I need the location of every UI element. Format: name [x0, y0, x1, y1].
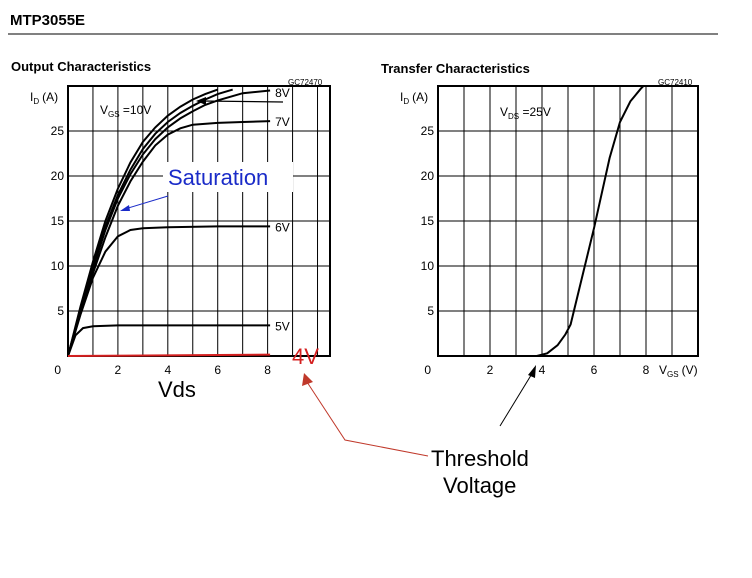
chart1-ylabel-unit: (A)	[42, 90, 58, 104]
chart2-xlabel-main: V	[659, 363, 667, 377]
chart2-vds-sub: DS	[508, 112, 519, 121]
y-tick-label: 10	[421, 259, 435, 273]
x-tick-label: 8	[264, 363, 271, 377]
chart1-vgs-rest: =10V	[120, 103, 152, 117]
chart1-vgs-main: V	[100, 103, 108, 117]
chart2-series	[536, 85, 645, 357]
chart1-series	[67, 88, 271, 357]
series-label-8v: 8V	[275, 86, 290, 100]
chart1-8v-arrow	[201, 100, 284, 103]
chart1-ylabel-main: I	[30, 90, 33, 104]
chart1-ylabel: ID (A)	[30, 90, 58, 106]
y-tick-label: 15	[421, 214, 435, 228]
chart2-ylabel-unit: (A)	[412, 90, 428, 104]
x-tick-label: 2	[115, 363, 122, 377]
part-number: MTP3055E	[10, 12, 85, 29]
x-tick-label: 6	[214, 363, 221, 377]
chart2-x-ticks: 0 2 4 6 8	[424, 363, 649, 377]
chart2-ylabel-main: I	[400, 90, 403, 104]
transfer-characteristics-chart: Transfer Characteristics GC72410 ID (A) 5…	[381, 61, 699, 379]
chart2-title: Transfer Characteristics	[381, 61, 530, 76]
x-tick-label: 0	[424, 363, 431, 377]
chart2-ylabel-sub: D	[403, 97, 409, 106]
chart2-vds-rest: =25V	[519, 105, 551, 119]
threshold-left-arrow	[306, 381, 429, 457]
threshold-text-line2: Voltage	[443, 473, 516, 498]
threshold-text-line1: Threshold	[431, 446, 529, 471]
chart1-x-ticks: 0 2 4 6 8	[54, 363, 271, 377]
threshold-left-arrowhead	[302, 373, 313, 386]
chart2-xlabel: VGS (V)	[659, 363, 698, 379]
series-label-5v: 5V	[275, 319, 290, 333]
chart2-y-ticks: 5 10 15 20 25	[421, 124, 435, 318]
series-line-transfer	[536, 85, 645, 357]
chart1-y-ticks: 5 10 15 20 25	[51, 124, 65, 318]
y-tick-label: 15	[51, 214, 65, 228]
y-tick-label: 20	[51, 169, 65, 183]
saturation-label-bg	[163, 162, 293, 192]
series-label-6v: 6V	[275, 220, 290, 234]
series-line-6v	[67, 225, 271, 357]
chart1-8v-arrowhead	[196, 97, 206, 105]
chart1-title: Output Characteristics	[11, 59, 151, 74]
y-tick-label: 25	[51, 124, 65, 138]
y-tick-label: 5	[427, 304, 434, 318]
chart1-ylabel-sub: D	[33, 97, 39, 106]
x-tick-label: 4	[539, 363, 546, 377]
chart2-xlabel-unit: (V)	[682, 363, 698, 377]
chart2-vds-main: V	[500, 105, 508, 119]
series-line-8v	[67, 89, 271, 357]
y-tick-label: 25	[421, 124, 435, 138]
series-label-7v: 7V	[275, 115, 290, 129]
x-tick-label: 2	[487, 363, 494, 377]
chart2-vds-annotation: VDS =25V	[500, 105, 551, 121]
saturation-arrow	[124, 195, 169, 210]
x-tick-label: 8	[643, 363, 650, 377]
chart2-xlabel-sub: GS	[667, 370, 679, 379]
y-tick-label: 5	[57, 304, 64, 318]
x-tick-label: 0	[54, 363, 61, 377]
series-line-4v	[67, 353, 271, 357]
chart1-vgs-annotation: VGS =10V	[100, 103, 151, 119]
series-line-10v	[67, 88, 219, 357]
y-tick-label: 10	[51, 259, 65, 273]
chart2-grid	[438, 86, 698, 356]
chart1-code: GC72470	[288, 78, 323, 87]
chart1-xlabel: Vds	[158, 377, 196, 402]
y-tick-label: 20	[421, 169, 435, 183]
x-tick-label: 6	[591, 363, 598, 377]
threshold-4v-label: 4V	[292, 344, 319, 369]
threshold-right-arrowhead	[528, 365, 536, 378]
threshold-right-arrow	[499, 371, 534, 427]
chart1-series-labels: 8V 7V 6V 5V	[275, 86, 290, 333]
chart1-vgs-sub: GS	[108, 110, 120, 119]
chart2-ylabel: ID (A)	[400, 90, 428, 106]
x-tick-label: 4	[164, 363, 171, 377]
output-characteristics-chart: Output Characteristics GC72470 ID (A) 5 10…	[11, 59, 331, 402]
saturation-label: Saturation	[168, 165, 268, 190]
series-line-7v	[67, 120, 271, 357]
chart2-code: GC72410	[658, 78, 693, 87]
series-line-5v	[67, 324, 271, 357]
saturation-arrowhead	[120, 205, 130, 211]
